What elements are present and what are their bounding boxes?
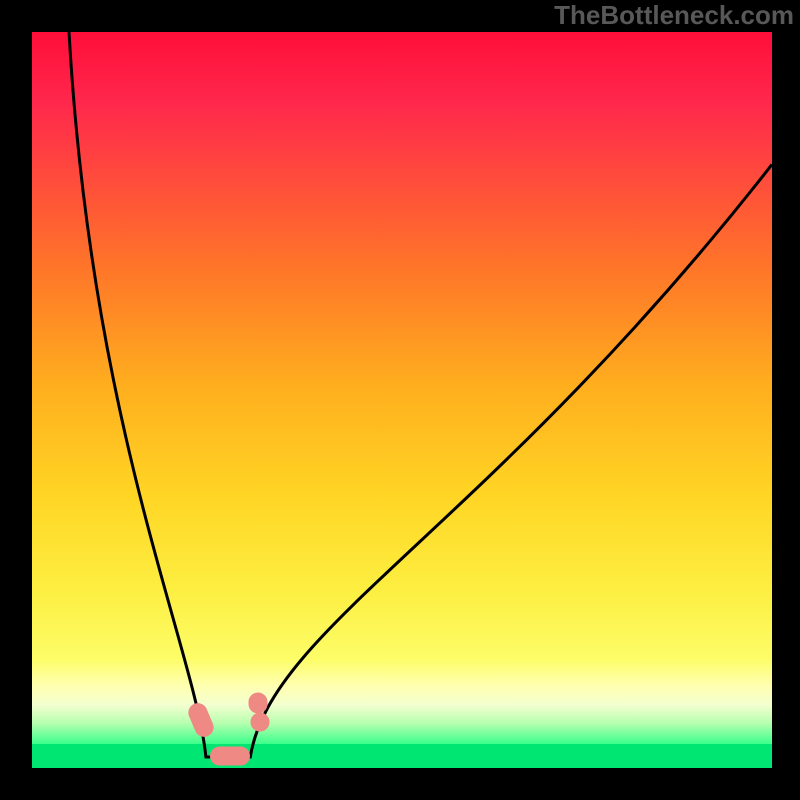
curve-layer	[32, 32, 772, 768]
watermark-text: TheBottleneck.com	[554, 0, 794, 31]
marker-dot-lower	[250, 713, 269, 732]
marker-pill-bottom	[210, 747, 250, 766]
marker-dot-upper	[248, 693, 267, 714]
bottleneck-curve	[69, 32, 772, 757]
plot-area	[32, 32, 772, 768]
